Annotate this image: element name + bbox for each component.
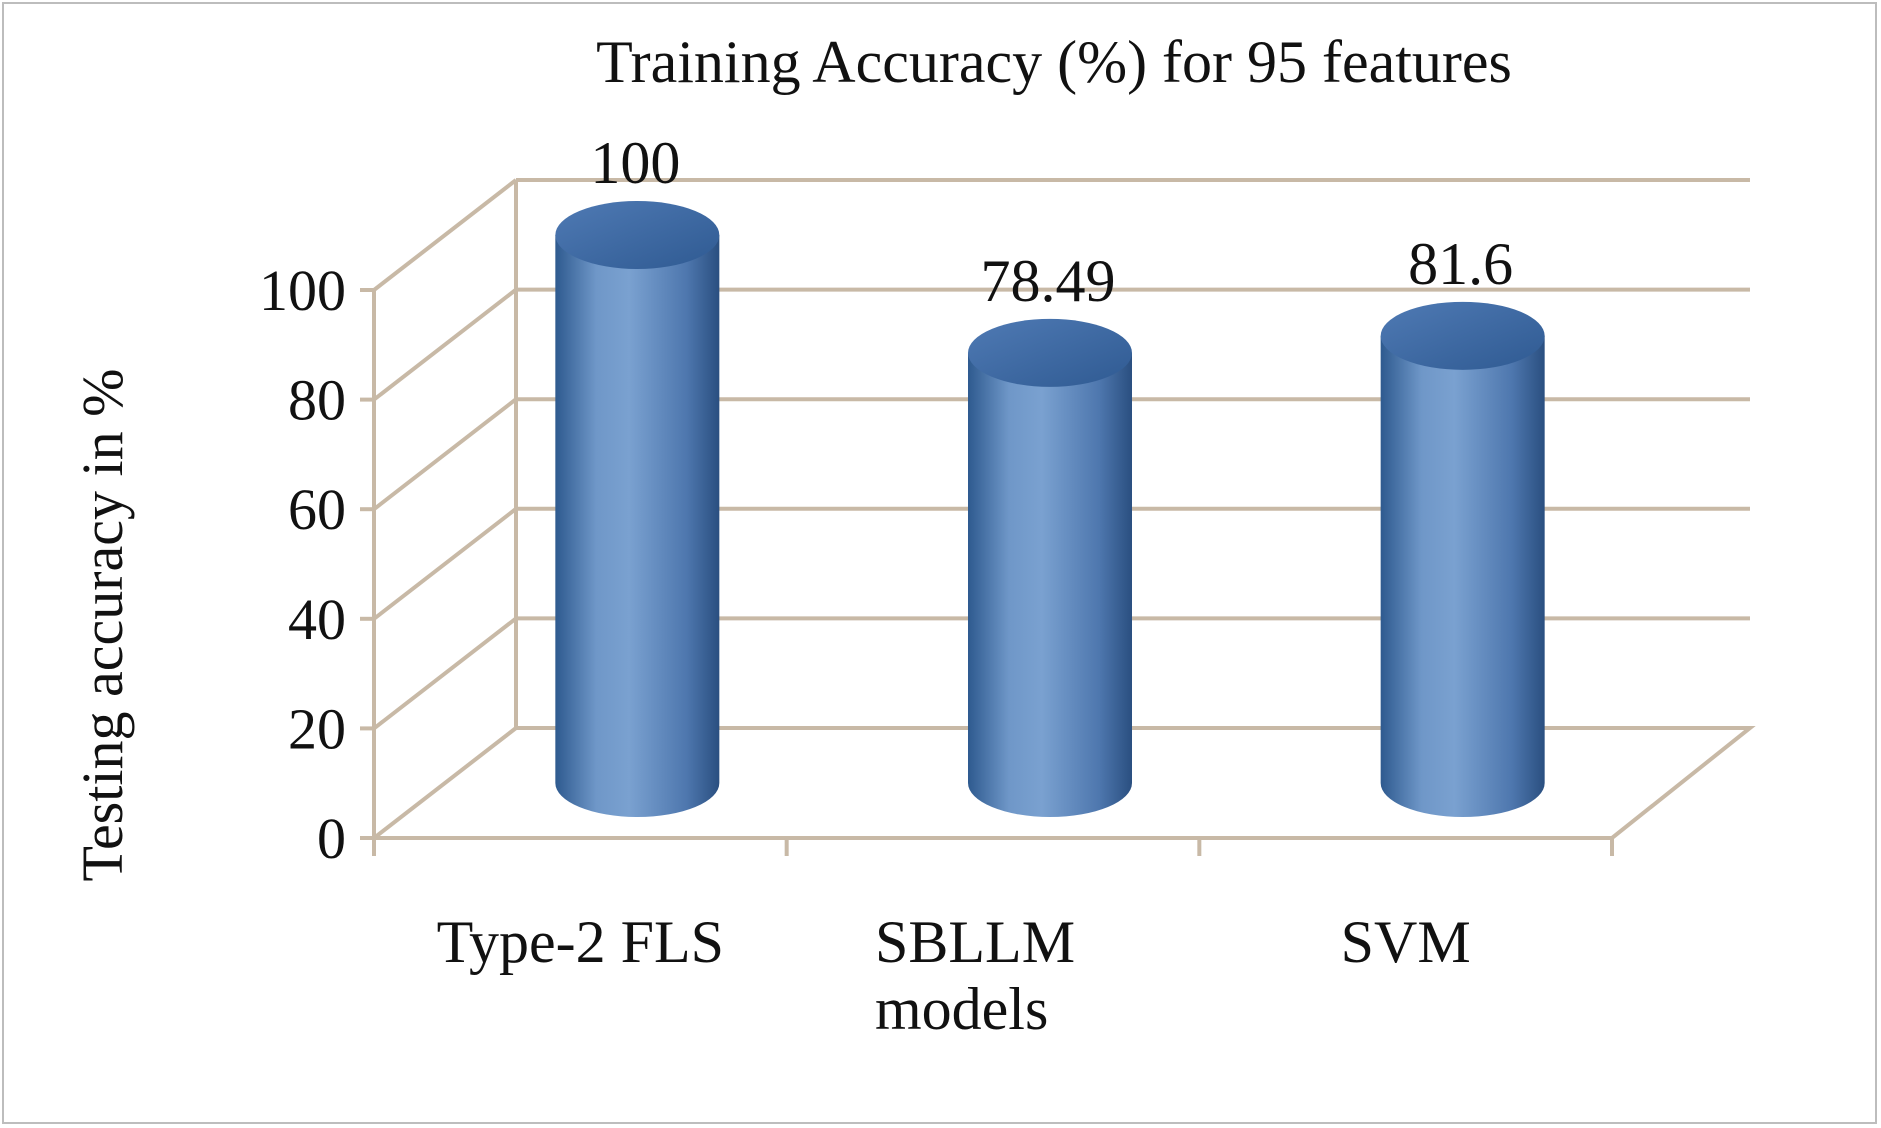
bar-2	[1380, 301, 1545, 817]
bar-top	[1380, 301, 1545, 370]
y-tick-label: 100	[259, 258, 346, 323]
gridline-side-80	[372, 288, 518, 402]
x-category-label: Type-2 FLS	[437, 909, 724, 975]
gridline-side-40	[372, 507, 518, 621]
floor-outline	[374, 726, 1756, 840]
y-tick-label: 40	[288, 587, 346, 652]
bars	[555, 201, 1545, 817]
bar-body	[968, 352, 1132, 817]
y-tick-label: 80	[288, 368, 346, 433]
y-tick-label: 0	[317, 806, 346, 871]
data-label: 78.49	[981, 248, 1116, 314]
x-category-label-line: SVM	[1341, 909, 1471, 975]
gridline-side-0	[372, 726, 518, 840]
bar-body	[1380, 335, 1545, 817]
axes: 0 20 40 60 80 100	[259, 258, 1614, 871]
bar-1	[968, 318, 1132, 817]
chart-title: Training Accuracy (%) for 95 features	[596, 29, 1512, 95]
bar-0	[555, 201, 720, 817]
bar-body	[555, 235, 720, 817]
x-category-label-line: Type-2 FLS	[437, 909, 724, 975]
labels: 100 78.49 81.6 Type-2 FLS SBLLM models SVM	[437, 130, 1514, 1042]
x-category-label-line: models	[875, 976, 1048, 1042]
x-category-label: SBLLM models	[875, 909, 1075, 1042]
data-label: 81.6	[1408, 231, 1513, 297]
y-tick-label: 20	[288, 696, 346, 761]
gridline-side-20	[372, 616, 518, 730]
data-label: 100	[590, 130, 680, 196]
y-axis-title: Testing accuracy in %	[70, 369, 135, 882]
y-tick-label: 60	[288, 477, 346, 542]
x-category-label: SVM	[1341, 909, 1471, 975]
x-category-label-line: SBLLM	[875, 909, 1075, 975]
gridline-side-100	[372, 178, 518, 292]
gridline-side-60	[372, 397, 518, 511]
bar-top	[555, 201, 720, 269]
title-area	[470, 110, 1560, 120]
bar-top	[968, 318, 1132, 387]
